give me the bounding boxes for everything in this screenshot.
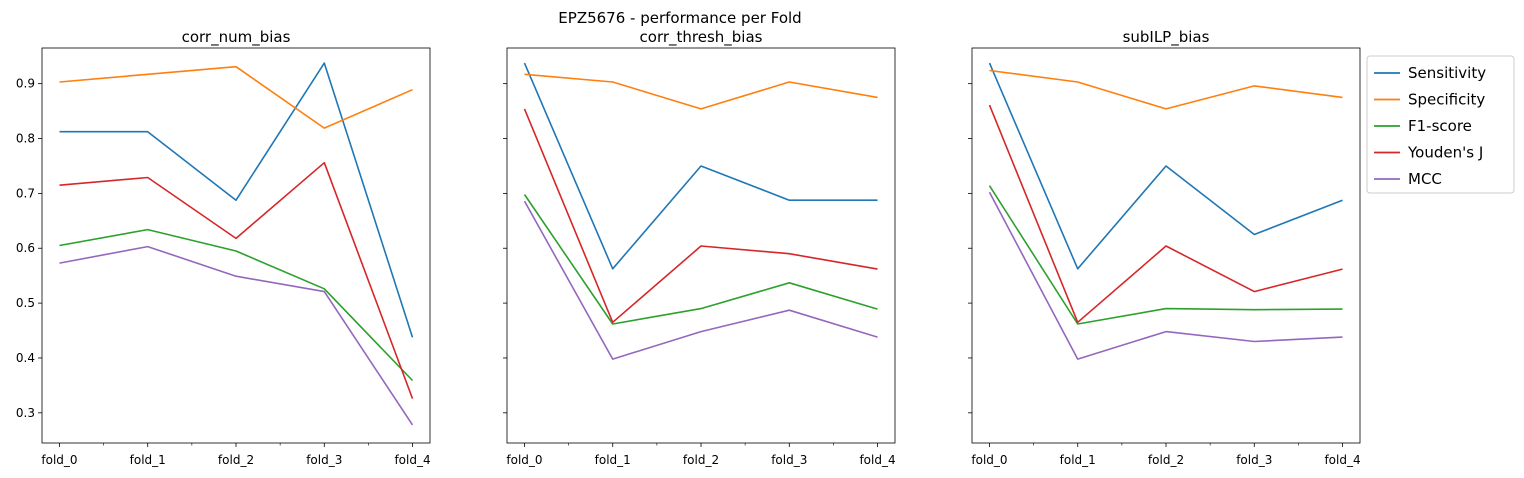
subplot-title: corr_num_bias <box>182 28 291 47</box>
series-line-mcc <box>59 245 414 426</box>
legend-label: Specificity <box>1408 91 1485 109</box>
x-tick-label: fold_4 <box>1324 453 1360 467</box>
legend: Sensitivity Specificity F1-score Youden's J… <box>1366 55 1515 194</box>
x-tick-label: fold_2 <box>1148 453 1184 467</box>
x-tick-label: fold_2 <box>683 453 719 467</box>
series-line-f1-score <box>59 228 414 382</box>
legend-label: MCC <box>1408 170 1442 188</box>
x-tick-label: fold_3 <box>771 453 807 467</box>
series-line-specificity <box>59 65 413 129</box>
x-tick-label: fold_1 <box>130 453 166 467</box>
x-tick-label: fold_3 <box>306 453 342 467</box>
axes-frame <box>41 47 431 444</box>
subplot-3: subILP_bias fold_0 fold_1 fold_2 fold_3 fold_… <box>968 28 1361 467</box>
axes-frame <box>506 47 896 444</box>
series-line-mcc <box>988 191 1343 360</box>
series-line-f1-score <box>988 185 1343 325</box>
y-tick-label: 0.4 <box>16 351 35 365</box>
x-tick-label: fold_0 <box>971 453 1007 467</box>
subplot-1: corr_num_bias 0.3 0.4 0.5 0.6 0.7 0.8 0.9 fold_0… <box>16 28 431 467</box>
x-tick-label: fold_2 <box>218 453 254 467</box>
series-line-youden-s-j <box>59 161 414 399</box>
legend-label: Youden's J <box>1407 144 1483 162</box>
series-line-sensitivity <box>59 62 414 338</box>
series-line-sensitivity <box>523 62 878 270</box>
axes-frame <box>971 47 1361 444</box>
y-tick-label: 0.9 <box>16 77 35 91</box>
figure-title: EPZ5676 - performance per Fold <box>558 9 801 27</box>
x-tick-label: fold_3 <box>1236 453 1272 467</box>
series-line-sensitivity <box>988 62 1343 270</box>
x-tick-label: fold_0 <box>506 453 542 467</box>
y-tick-label: 0.8 <box>16 132 35 146</box>
series-line-mcc <box>523 200 878 360</box>
legend-label: F1-score <box>1408 117 1472 135</box>
series-line-youden-s-j <box>988 104 1343 324</box>
series-line-specificity <box>989 69 1343 110</box>
y-tick-label: 0.6 <box>16 241 35 255</box>
y-tick-label: 0.3 <box>16 406 35 420</box>
legend-label: Sensitivity <box>1408 64 1486 82</box>
x-tick-label: fold_1 <box>1060 453 1096 467</box>
subplot-title: corr_thresh_bias <box>640 28 763 47</box>
series-line-specificity <box>524 73 878 110</box>
x-tick-label: fold_4 <box>859 453 895 467</box>
x-tick-label: fold_4 <box>394 453 430 467</box>
series-line-f1-score <box>523 194 878 325</box>
legend-box <box>1366 55 1515 194</box>
y-tick-label: 0.5 <box>16 296 35 310</box>
x-tick-label: fold_0 <box>41 453 77 467</box>
x-tick-label: fold_1 <box>595 453 631 467</box>
series-line-youden-s-j <box>523 108 878 324</box>
subplot-2: corr_thresh_bias fold_0 fold_1 fold_2 fold_3… <box>503 28 896 467</box>
y-tick-label: 0.7 <box>16 186 35 200</box>
subplot-title: subILP_bias <box>1123 28 1210 47</box>
